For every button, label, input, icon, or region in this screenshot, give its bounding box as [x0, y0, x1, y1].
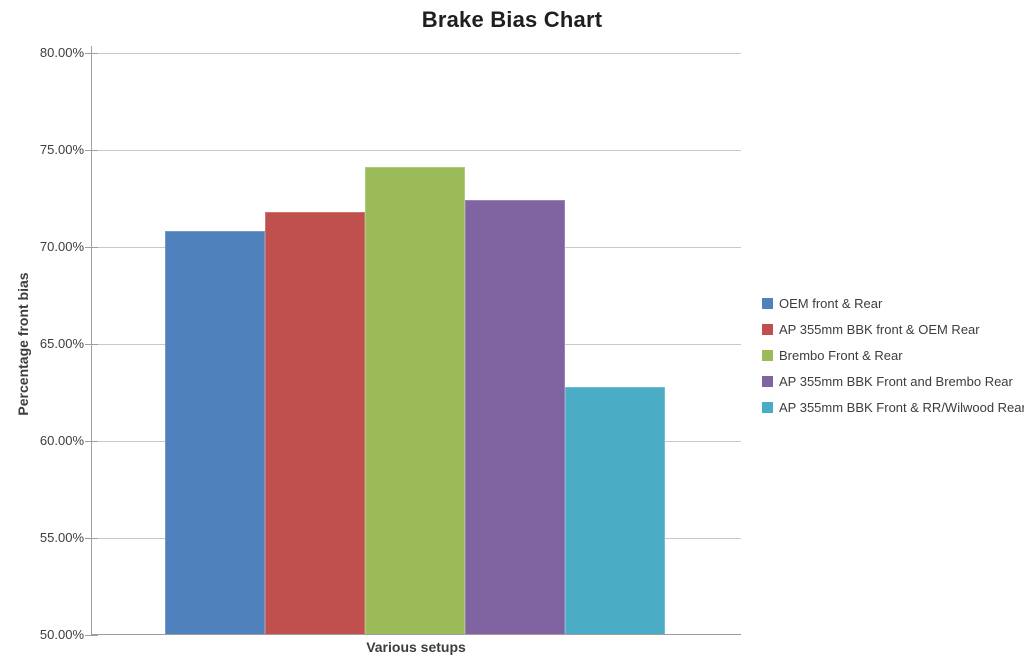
chart-title: Brake Bias Chart: [421, 7, 603, 32]
y-tick-mark: [85, 441, 98, 442]
legend-marker: [762, 375, 773, 387]
legend-item: Brembo Front & Rear: [762, 342, 1024, 368]
bar-series-5: [565, 387, 665, 635]
legend-label: AP 355mm BBK front & OEM Rear: [779, 321, 980, 337]
bar-series-1: [165, 231, 265, 635]
y-tick-label: 50.00%: [39, 627, 84, 642]
y-tick-mark: [85, 247, 98, 248]
y-tick-mark: [85, 150, 98, 151]
y-tick-label: 70.00%: [39, 239, 84, 254]
y-tick-label: 65.00%: [39, 336, 84, 351]
y-tick-label: 80.00%: [39, 45, 84, 60]
y-tick-label: 55.00%: [39, 530, 84, 545]
bar-series-4: [465, 200, 565, 635]
legend-item: AP 355mm BBK Front and Brembo Rear: [762, 368, 1024, 394]
y-tick-label: 75.00%: [39, 142, 84, 157]
legend-label: AP 355mm BBK Front & RR/Wilwood Rear: [779, 399, 1024, 415]
legend-label: AP 355mm BBK Front and Brembo Rear: [779, 373, 1013, 389]
y-axis-line: [91, 46, 92, 635]
bar-series-2: [265, 212, 365, 635]
legend-item: AP 355mm BBK Front & RR/Wilwood Rear: [762, 394, 1024, 420]
y-tick-mark: [85, 344, 98, 345]
gridline: [91, 53, 741, 54]
legend-marker: [762, 323, 773, 335]
legend-item: OEM front & Rear: [762, 290, 1024, 316]
plot-area: [85, 46, 741, 636]
legend: OEM front & Rear AP 355mm BBK front & OEM…: [762, 290, 1024, 420]
legend-label: OEM front & Rear: [779, 295, 883, 311]
legend-label: Brembo Front & Rear: [779, 347, 903, 363]
y-tick-label: 60.00%: [39, 433, 84, 448]
legend-marker: [762, 297, 773, 309]
y-tick-mark: [85, 53, 98, 54]
bar-series-3: [365, 167, 465, 635]
x-axis-line: [91, 634, 741, 635]
x-axis-title: Various setups: [366, 639, 466, 655]
legend-marker: [762, 401, 773, 413]
legend-marker: [762, 349, 773, 361]
gridline: [91, 150, 741, 151]
legend-item: AP 355mm BBK front & OEM Rear: [762, 316, 1024, 342]
y-tick-mark: [85, 635, 98, 636]
y-tick-mark: [85, 538, 98, 539]
